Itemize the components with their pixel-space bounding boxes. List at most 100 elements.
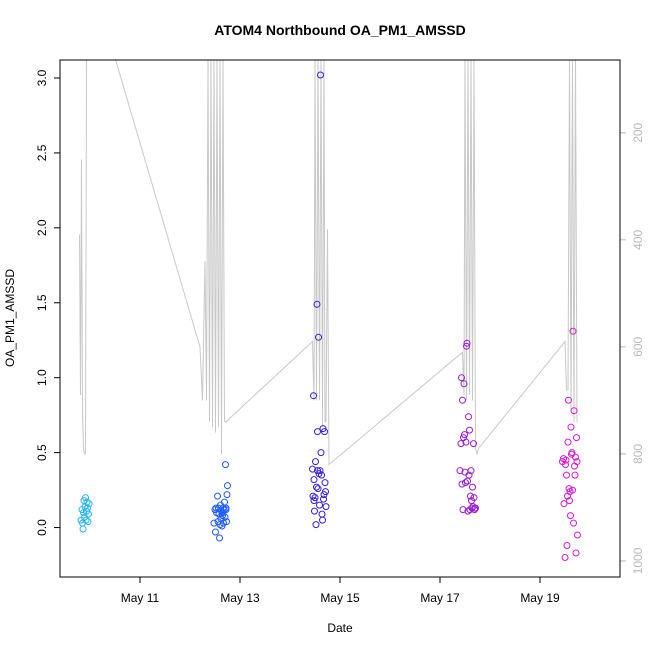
data-point — [463, 339, 471, 347]
data-point — [318, 471, 325, 479]
data-point — [85, 500, 93, 508]
data-point — [222, 461, 229, 469]
data-point — [466, 426, 473, 434]
data-point — [85, 510, 92, 518]
data-point — [467, 492, 474, 500]
x-tick-label: May 13 — [220, 591, 260, 605]
data-point — [221, 498, 228, 506]
data-point — [220, 506, 228, 514]
data-point — [315, 333, 322, 341]
data-point — [563, 542, 571, 549]
data-point — [571, 471, 579, 479]
series-3 — [309, 71, 330, 529]
data-point — [470, 440, 477, 448]
data-point — [456, 467, 464, 475]
data-point — [569, 327, 577, 335]
data-point — [462, 479, 469, 487]
plot-frame — [59, 59, 621, 578]
y-tick-label: 2.5 — [35, 144, 49, 161]
data-point — [459, 396, 466, 404]
data-point — [312, 521, 320, 529]
data-point — [314, 428, 321, 436]
x-tick-label: May 17 — [420, 591, 460, 605]
data-point — [472, 504, 479, 512]
data-point — [311, 494, 319, 502]
y-tick-label: 1.0 — [35, 369, 49, 386]
data-point — [568, 449, 576, 457]
series-4 — [456, 339, 479, 515]
data-point — [223, 491, 231, 499]
y2-tick-label: 200 — [631, 122, 645, 142]
data-point — [316, 467, 324, 475]
data-point — [318, 510, 326, 518]
data-point — [458, 374, 465, 382]
data-point — [313, 300, 321, 308]
data-point — [317, 71, 324, 79]
data-point — [322, 503, 330, 511]
y2-tick-label: 600 — [631, 337, 645, 357]
data-point — [314, 485, 322, 493]
data-point — [214, 492, 221, 500]
data-point — [560, 500, 568, 508]
data-point — [570, 407, 578, 415]
data-point — [458, 480, 466, 488]
x-tick-label: May 15 — [320, 591, 360, 605]
x-axis-label: Date — [327, 621, 353, 635]
data-point — [467, 467, 475, 475]
data-point — [310, 476, 318, 484]
data-point — [310, 497, 318, 505]
data-point — [459, 506, 467, 514]
data-point — [574, 531, 581, 539]
data-point — [569, 486, 576, 494]
data-point — [561, 554, 569, 561]
data-point — [310, 392, 317, 400]
data-point — [566, 497, 573, 505]
series-1 — [77, 494, 93, 533]
data-point — [313, 483, 320, 491]
axes: May 11 May 13 May 15 May 17 May 19 0.0 0.5 1.0 1… — [35, 69, 645, 605]
data-point — [563, 471, 570, 479]
data-point — [567, 512, 574, 520]
data-point — [319, 516, 326, 524]
data-point — [309, 465, 316, 473]
data-point — [567, 423, 575, 431]
data-point — [321, 479, 329, 487]
data-point — [460, 380, 468, 388]
data-point — [312, 458, 319, 466]
data-point — [465, 413, 472, 421]
data-point — [565, 485, 573, 493]
data-point — [221, 513, 229, 521]
data-point — [572, 453, 579, 461]
data-point — [469, 483, 476, 491]
data-point — [564, 438, 572, 446]
y-tick-label: 3.0 — [35, 69, 49, 86]
y-tick-label: 0.5 — [35, 444, 49, 461]
data-point — [462, 438, 470, 446]
series-2 — [210, 461, 231, 542]
data-point — [465, 471, 473, 479]
altitude-profile — [79, 60, 578, 466]
data-point — [572, 549, 580, 557]
altitude-line — [79, 60, 578, 466]
x-tick-label: May 11 — [121, 591, 160, 605]
chart-title: ATOM4 Northbound OA_PM1_AMSSD — [214, 22, 466, 38]
data-point — [570, 519, 577, 527]
data-point — [223, 518, 230, 526]
data-point — [84, 518, 92, 526]
data-point — [573, 434, 580, 442]
data-point — [565, 396, 572, 404]
data-point — [321, 428, 328, 436]
series-5 — [559, 327, 581, 561]
data-point — [470, 494, 478, 502]
data-point — [216, 534, 223, 542]
data-point — [314, 467, 321, 475]
y-axis-label: OA_PM1_AMSSD — [3, 269, 17, 367]
data-point — [212, 504, 220, 512]
data-point — [573, 458, 581, 466]
data-point — [463, 342, 470, 350]
data-point — [82, 516, 90, 524]
data-point — [82, 494, 89, 502]
data-point — [309, 492, 317, 500]
